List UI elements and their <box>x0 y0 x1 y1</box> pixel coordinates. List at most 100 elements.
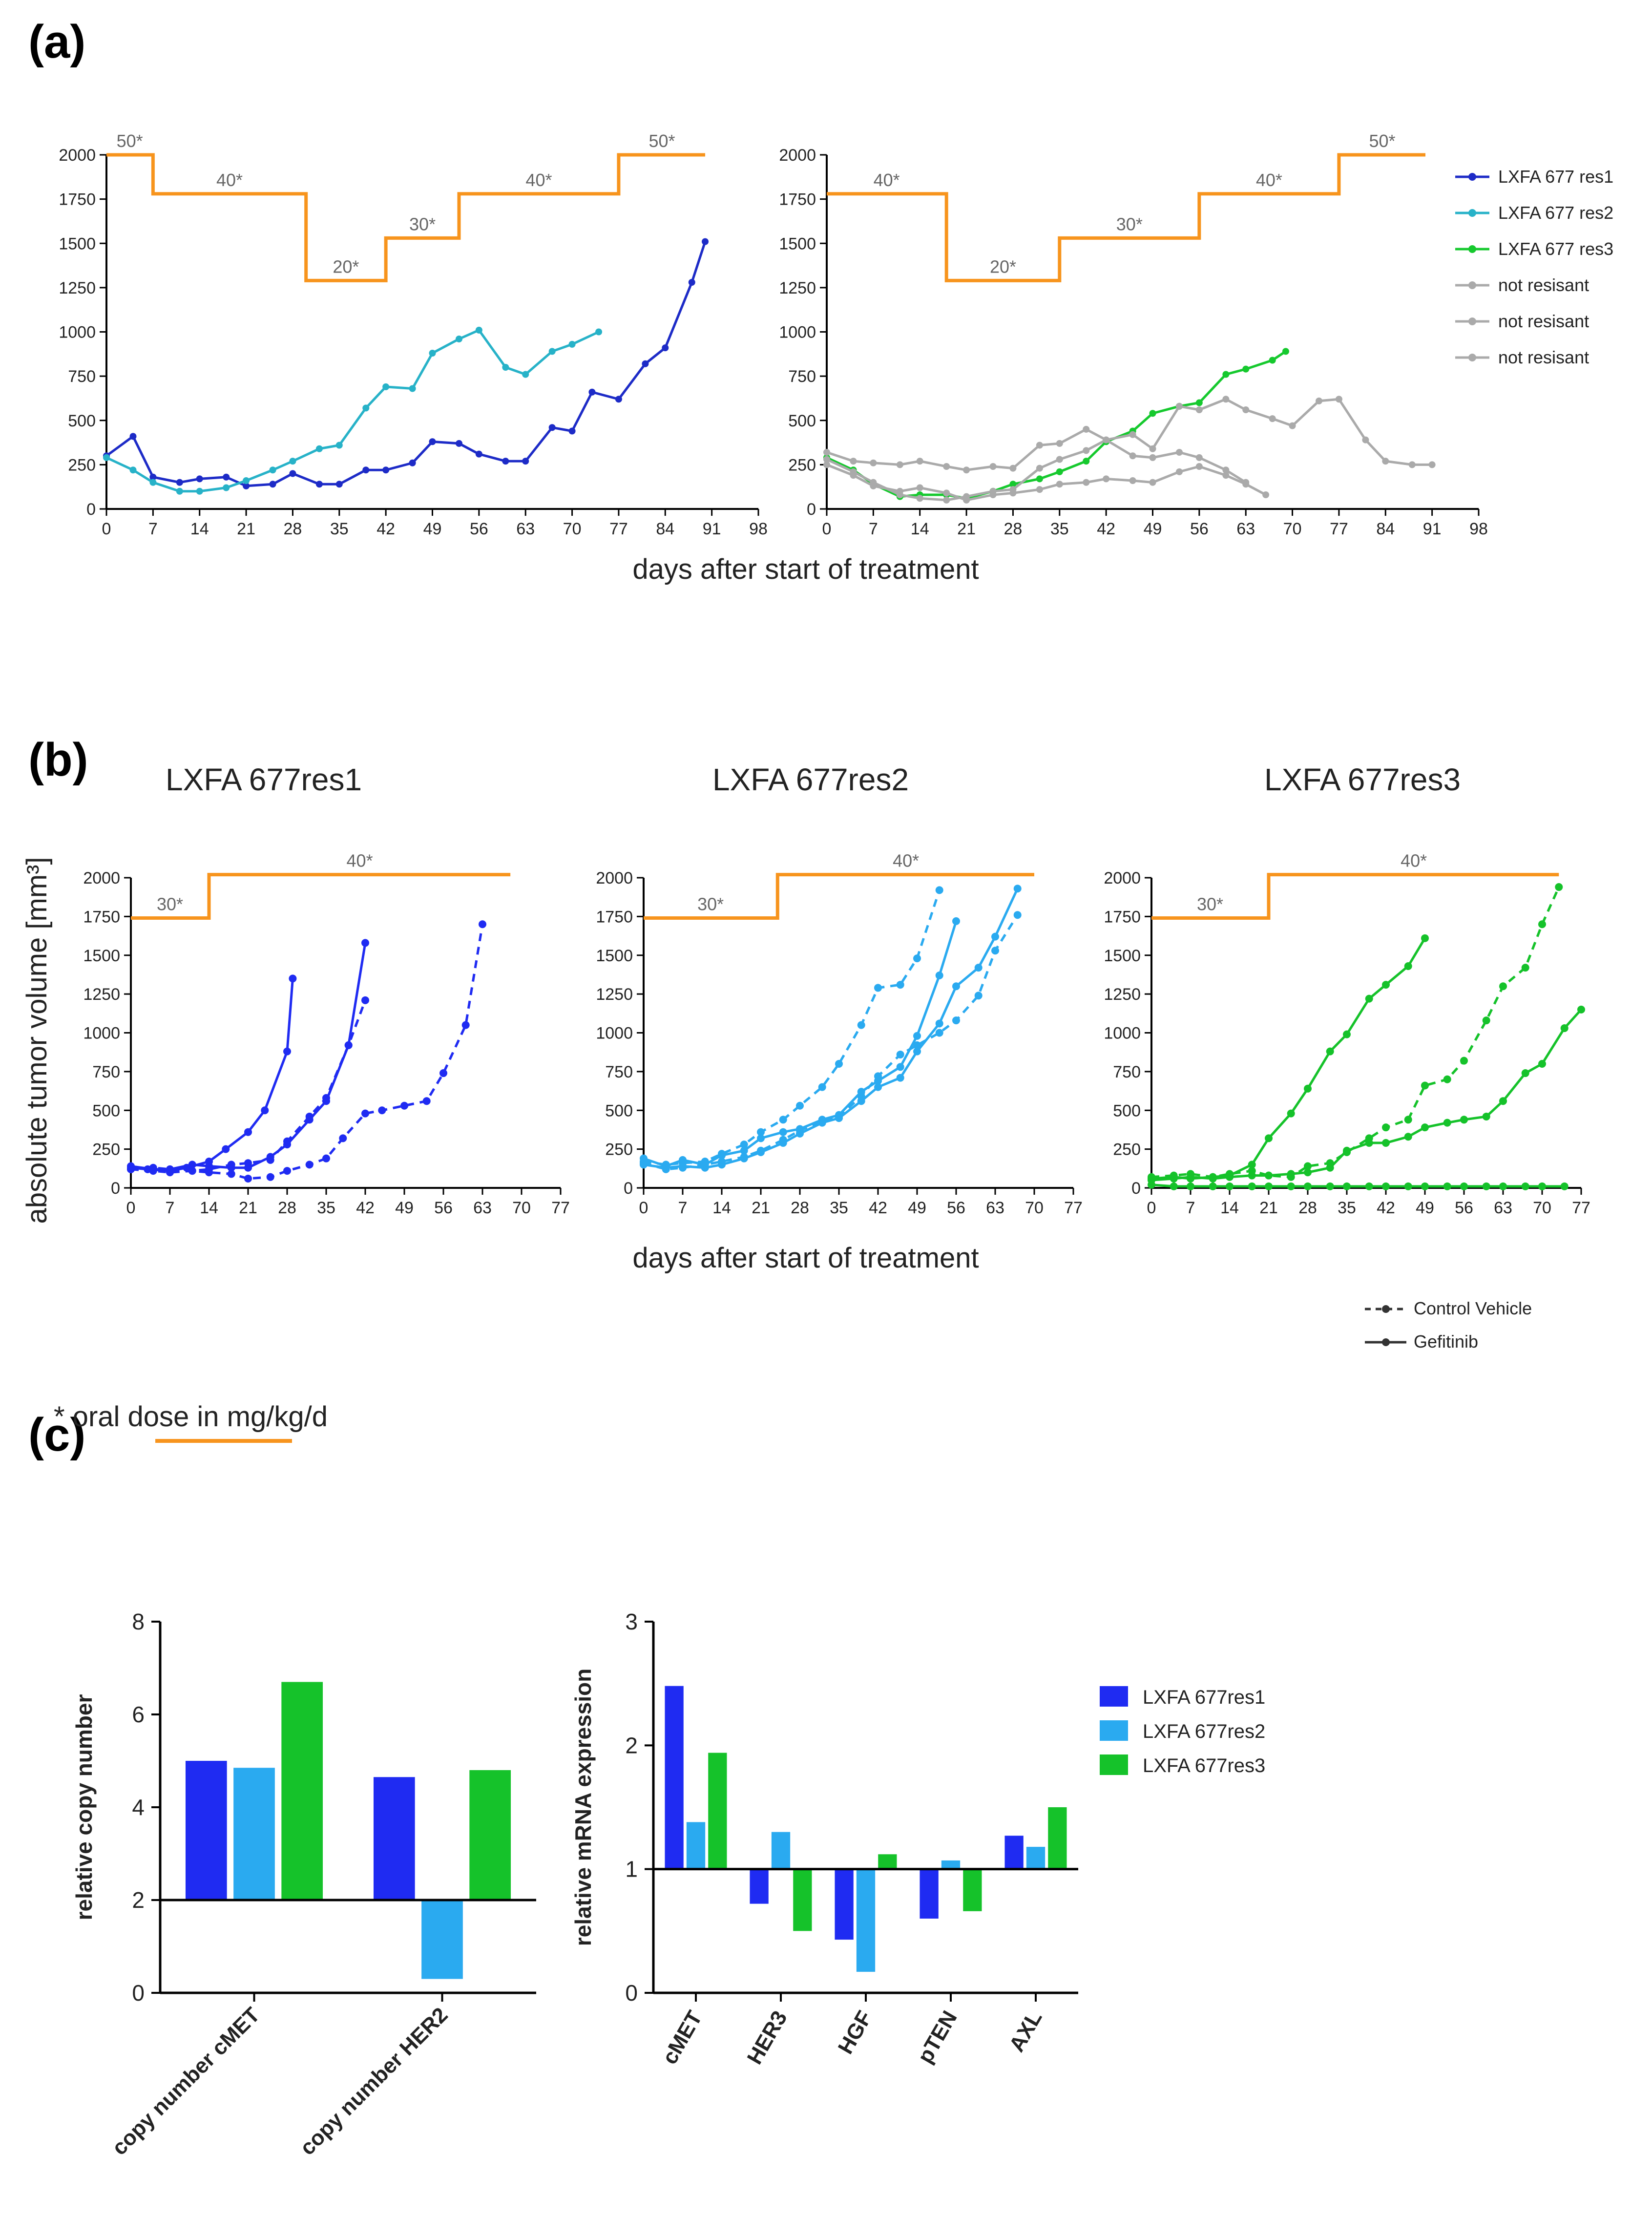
y-tick-label: 1250 <box>83 985 120 1004</box>
data-point <box>1265 1171 1273 1180</box>
data-point <box>1443 1119 1451 1127</box>
data-point <box>963 466 970 474</box>
data-point <box>1195 406 1203 413</box>
data-point <box>796 1126 804 1135</box>
legend-a-label: not resisant <box>1498 311 1589 331</box>
data-point <box>1326 1159 1334 1167</box>
x-tick-label: 49 <box>908 1199 926 1217</box>
bar-lxfa-677res2 <box>771 1832 791 1869</box>
data-point <box>823 456 830 463</box>
y-tick-label: 2000 <box>83 869 120 888</box>
data-point <box>475 326 482 334</box>
series-not-resisant <box>823 425 1250 486</box>
data-point <box>757 1128 765 1136</box>
data-point <box>361 1109 369 1118</box>
data-point <box>1056 481 1063 488</box>
legend-a-label: LXFA 677 res2 <box>1498 203 1613 223</box>
bar-lxfa-677res2 <box>233 1768 275 1900</box>
data-point <box>339 1134 347 1142</box>
data-point <box>1304 1168 1312 1177</box>
bar-lxfa-677res2 <box>941 1860 961 1869</box>
data-point <box>1195 463 1203 470</box>
x-tick-label: 56 <box>434 1199 453 1217</box>
series-line <box>826 464 1267 502</box>
y-tick-label: 6 <box>132 1702 145 1727</box>
data-point <box>400 1101 408 1110</box>
series-line <box>826 350 1287 500</box>
legend-a-label: not resisant <box>1498 275 1589 295</box>
data-point <box>322 1094 330 1102</box>
data-point <box>188 1167 196 1175</box>
data-point <box>1538 1060 1546 1068</box>
series-control-vehicle <box>1148 883 1563 1181</box>
data-point <box>896 491 903 498</box>
data-point <box>1248 1167 1256 1175</box>
data-point <box>223 484 230 491</box>
series-line <box>130 999 367 1174</box>
data-point <box>409 385 416 392</box>
data-point <box>1009 481 1017 488</box>
data-point <box>1421 1123 1429 1132</box>
data-point <box>1262 491 1270 498</box>
y-tick-label: 500 <box>605 1101 633 1120</box>
x-tick-label: 70 <box>563 520 582 538</box>
data-point <box>1335 396 1342 403</box>
data-point <box>455 440 462 447</box>
x-tick-label: 35 <box>317 1199 335 1217</box>
dose-label: 30* <box>1116 214 1143 234</box>
data-point <box>361 939 369 947</box>
data-point <box>1560 1024 1568 1032</box>
data-point <box>244 1159 252 1167</box>
legend-a-marker <box>1468 317 1476 325</box>
data-point <box>283 1137 291 1145</box>
x-tick-label: 28 <box>284 520 302 538</box>
data-point <box>718 1158 726 1166</box>
series-not-resisant <box>823 396 1436 504</box>
data-point <box>176 487 183 495</box>
data-point <box>595 328 603 336</box>
dose-label: 40* <box>525 170 552 190</box>
legend-c-label: LXFA 677res3 <box>1143 1755 1265 1776</box>
data-point <box>640 1159 648 1167</box>
y-tick-label: 1250 <box>1104 985 1141 1004</box>
bar-lxfa-677res3 <box>878 1854 897 1869</box>
x-tick-label: 98 <box>749 520 768 538</box>
y-tick-label: 500 <box>68 412 96 430</box>
data-point <box>857 1092 865 1100</box>
y-tick-label: 1750 <box>59 190 96 209</box>
plot-a-left: 0 7 14 21 28 35 42 49 56 63 70 77 84 91 98 0 250 500 750 10… <box>59 131 768 538</box>
legend-a-marker <box>1468 209 1476 217</box>
legend-a-label: LXFA 677 res1 <box>1498 167 1613 187</box>
dose-footnote: * oral dose in mg/kg/d <box>54 1401 328 1433</box>
data-point <box>1175 449 1183 456</box>
series-lxfa-677-res3 <box>823 348 1289 502</box>
bar-lxfa-677res3 <box>793 1869 812 1931</box>
data-point <box>1404 962 1412 970</box>
data-point <box>243 482 250 489</box>
data-point <box>1170 1182 1178 1190</box>
data-point <box>149 479 157 486</box>
data-point <box>283 1167 291 1175</box>
legend-c: LXFA 677res1 LXFA 677res2 LXFA 677res3 <box>1100 1686 1265 1776</box>
data-point <box>850 468 857 475</box>
data-point <box>1343 1182 1351 1190</box>
data-point <box>1499 982 1507 991</box>
series-line <box>826 428 1247 484</box>
data-point <box>688 279 695 286</box>
data-point <box>1226 1170 1234 1178</box>
data-point <box>1149 445 1156 452</box>
series-line <box>643 914 1019 1171</box>
x-tick-label: 21 <box>237 520 255 538</box>
legend-c-swatch <box>1100 1686 1128 1707</box>
data-point <box>289 974 297 983</box>
series-line <box>130 924 484 1180</box>
data-point <box>702 238 709 245</box>
data-point <box>362 404 370 412</box>
data-point <box>1482 1016 1490 1025</box>
x-tick-label: 42 <box>376 520 395 538</box>
y-tick-label: 500 <box>788 412 816 430</box>
data-point <box>129 433 137 440</box>
y-tick-label: 0 <box>807 500 816 519</box>
legend-b: Control Vehicle Gefitinib <box>1365 1298 1532 1352</box>
x-tick-label: 21 <box>957 520 976 538</box>
